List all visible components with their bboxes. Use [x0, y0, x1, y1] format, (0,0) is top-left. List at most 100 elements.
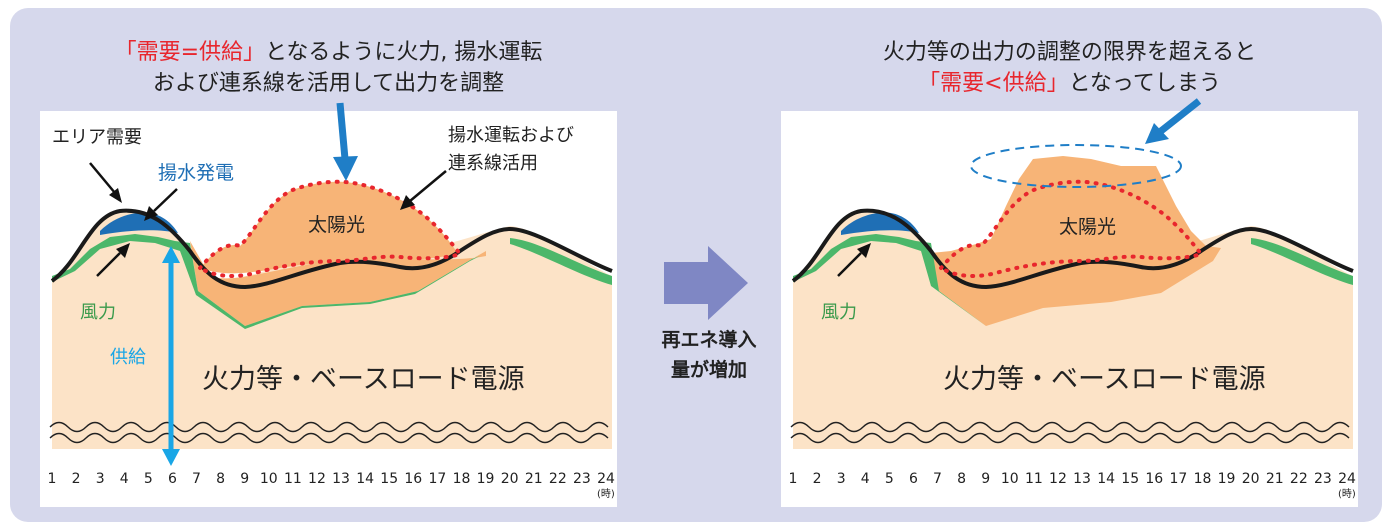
hour-tick-16: 16: [404, 471, 422, 487]
blue-down-arrow: [333, 102, 358, 181]
pointer-wind-arrow: [837, 243, 871, 277]
hour-tick-11: 11: [1025, 471, 1043, 487]
hour-tick-20: 20: [1242, 471, 1260, 487]
label-supply: 供給: [110, 347, 146, 368]
hour-tick-3: 3: [96, 471, 105, 487]
hour-tick-16: 16: [1145, 471, 1163, 487]
hour-tick-2: 2: [813, 471, 822, 487]
hour-tick-17: 17: [1169, 471, 1187, 487]
hour-tick-4: 4: [861, 471, 870, 487]
right-chart: 太陽光 風力 火力等・ベースロード電源 1 2 3 4 5 6 7 8 9 10 11 12 13 14 1…: [789, 98, 1356, 500]
left-caption-line1: となるように火力, 揚水運転: [265, 40, 543, 65]
hour-tick-11: 11: [284, 471, 302, 487]
hour-tick-22: 22: [549, 471, 567, 487]
hour-tick-7: 7: [192, 471, 201, 487]
pointer-pumped-operation-arrow: [400, 170, 447, 210]
right-panel: 太陽光 風力 火力等・ベースロード電源 1 2 3 4 5 6 7 8 9 10 11 12 13 14 1…: [781, 98, 1358, 507]
hour-tick-6: 6: [909, 471, 918, 487]
hour-tick-15: 15: [1121, 471, 1139, 487]
hour-tick-13: 13: [1073, 471, 1091, 487]
hour-tick-3: 3: [837, 471, 846, 487]
hour-tick-2: 2: [72, 471, 81, 487]
hour-tick-9: 9: [240, 471, 249, 487]
left-panel: エリア需要 揚水発電 揚水運転および 連系線活用 太陽光 風力 供給 火力等・ベ…: [40, 102, 617, 507]
wave-line-2: [49, 432, 609, 444]
wave-line-2: [790, 432, 1350, 444]
wind-region-right: [510, 238, 612, 285]
hour-unit: (時): [597, 488, 615, 500]
hour-unit: (時): [1338, 488, 1356, 500]
hour-tick-14: 14: [356, 471, 374, 487]
pointer-wind-arrow: [96, 243, 130, 277]
hour-tick-14: 14: [1097, 471, 1115, 487]
label-thermal: 火力等・ベースロード電源: [943, 364, 1266, 395]
right-caption-line2: となってしまう: [1068, 71, 1221, 96]
label-pumped-operation-1: 揚水運転および: [448, 125, 574, 146]
increase-text-line2: 量が増加: [670, 359, 747, 381]
hour-tick-9: 9: [981, 471, 990, 487]
hour-axis: 1 2 3 4 5 6 7 8 9 10 11 12 13 14 15 16 17 18 19 20 21 22 23 24: [789, 471, 1356, 487]
demand-curve: [791, 208, 1354, 290]
hour-tick-12: 12: [1049, 471, 1067, 487]
hour-tick-23: 23: [1314, 471, 1332, 487]
hour-tick-21: 21: [1266, 471, 1284, 487]
hour-tick-6: 6: [168, 471, 177, 487]
label-area-demand: エリア需要: [52, 127, 142, 148]
hour-tick-1: 1: [789, 471, 798, 487]
hour-tick-5: 5: [885, 471, 894, 487]
hour-tick-12: 12: [308, 471, 326, 487]
hour-tick-13: 13: [332, 471, 350, 487]
dotted-adjustment-line: [198, 179, 464, 278]
hour-tick-19: 19: [477, 471, 495, 487]
excess-ellipse: [970, 144, 1182, 188]
label-solar: 太陽光: [1059, 216, 1116, 238]
solar-dip-region: [190, 241, 486, 326]
label-wind: 風力: [80, 302, 116, 323]
hour-axis: 1 2 3 4 5 6 7 8 9 10 11 12 13 14 15 16 17 18 19 20 21 22 23 24: [48, 471, 615, 487]
hour-tick-24: 24: [1338, 471, 1356, 487]
solar-region: [200, 181, 458, 274]
wave-line-1: [790, 421, 1350, 433]
hour-tick-15: 15: [380, 471, 398, 487]
hour-tick-4: 4: [120, 471, 129, 487]
blue-down-arrow: [1145, 98, 1202, 144]
right-caption-less: 「需要<供給」: [918, 71, 1069, 96]
right-caption: 火力等の出力の調整の限界を超えると 「需要<供給」となってしまう: [781, 37, 1358, 99]
left-chart: エリア需要 揚水発電 揚水運転および 連系線活用 太陽光 風力 供給 火力等・ベ…: [48, 102, 615, 500]
hour-tick-24: 24: [597, 471, 615, 487]
left-caption-line2: および連系線を活用して出力を調整: [152, 71, 505, 96]
hour-tick-22: 22: [1290, 471, 1308, 487]
pointer-area-demand-arrow: [89, 162, 122, 203]
pointer-pumped-generation-arrow: [144, 188, 178, 221]
hour-tick-1: 1: [48, 471, 57, 487]
hour-tick-21: 21: [525, 471, 543, 487]
left-caption: 「需要=供給」となるように火力, 揚水運転 および連系線を活用して出力を調整: [40, 37, 617, 99]
hour-tick-18: 18: [1194, 471, 1212, 487]
left-caption-equal: 「需要=供給」: [114, 40, 266, 65]
supply-arrow: [162, 246, 180, 466]
increase-text-line1: 再エネ導入: [661, 329, 757, 351]
hour-tick-10: 10: [1001, 471, 1019, 487]
hour-tick-8: 8: [216, 471, 225, 487]
hour-tick-8: 8: [957, 471, 966, 487]
label-solar: 太陽光: [308, 214, 365, 236]
increase-text: 再エネ導入 量が増加: [640, 325, 778, 385]
increase-arrow: [664, 246, 748, 320]
wave-line-1: [49, 421, 609, 433]
hour-tick-7: 7: [933, 471, 942, 487]
hour-tick-19: 19: [1218, 471, 1236, 487]
wind-region-right: [1251, 238, 1353, 285]
demand-curve: [50, 208, 613, 290]
hour-tick-20: 20: [501, 471, 519, 487]
label-pumped-generation: 揚水発電: [158, 162, 234, 184]
label-wind: 風力: [821, 302, 857, 323]
dotted-adjustment-line: [939, 179, 1205, 278]
hour-tick-23: 23: [573, 471, 591, 487]
right-caption-line1: 火力等の出力の調整の限界を超えると: [882, 40, 1257, 65]
label-thermal: 火力等・ベースロード電源: [202, 364, 525, 395]
label-pumped-operation-2: 連系線活用: [448, 153, 538, 174]
hour-tick-10: 10: [260, 471, 278, 487]
hour-tick-17: 17: [428, 471, 446, 487]
hour-tick-18: 18: [453, 471, 471, 487]
hour-tick-5: 5: [144, 471, 153, 487]
